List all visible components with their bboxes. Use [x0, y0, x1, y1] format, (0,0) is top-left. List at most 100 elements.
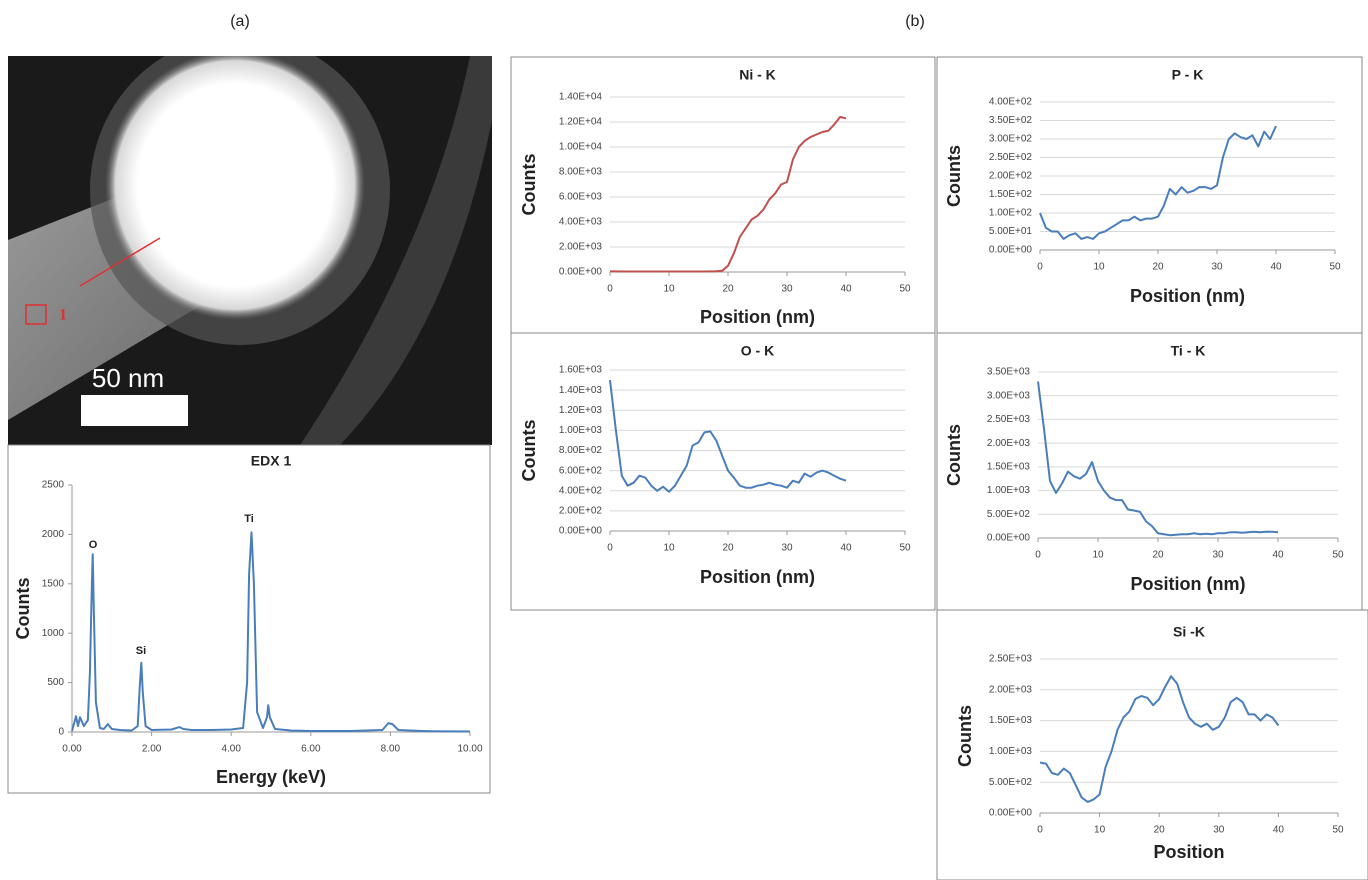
panel-label: (b)	[905, 13, 925, 30]
data-line	[609, 379, 847, 493]
y-tick-label: 2.00E+02	[559, 506, 603, 517]
x-tick-label: 0	[607, 543, 613, 554]
x-tick-label: 40	[840, 284, 852, 295]
y-tick-label: 2500	[42, 480, 65, 491]
y-tick-label: 1.40E+03	[559, 385, 603, 396]
edx-region	[25, 304, 47, 325]
x-tick-label: 30	[781, 543, 793, 554]
y-tick-label: 2.00E+03	[987, 438, 1031, 449]
x-tick-label: 10	[663, 284, 675, 295]
x-tick-label: 50	[1332, 550, 1344, 561]
y-axis-label: Counts	[955, 705, 975, 767]
y-tick-label: 1.40E+04	[559, 92, 603, 103]
x-tick-label: 30	[1213, 825, 1225, 836]
micrograph: 1 50 nm	[8, 56, 492, 445]
x-tick-label: 0	[607, 284, 613, 295]
x-tick-label: 50	[1332, 825, 1344, 836]
x-tick-label: 50	[899, 543, 911, 554]
data-line	[1039, 125, 1277, 240]
x-tick-label: 30	[1212, 550, 1224, 561]
y-tick-label: 1.00E+03	[989, 746, 1033, 757]
x-tick-label: 30	[1211, 262, 1223, 273]
y-tick-label: 2.00E+02	[989, 171, 1033, 182]
x-tick-label: 10	[663, 543, 675, 554]
y-tick-label: 3.00E+03	[987, 390, 1031, 401]
x-tick-label: 50	[899, 284, 911, 295]
scale-bar	[81, 395, 188, 426]
y-tick-label: 8.00E+03	[559, 167, 603, 178]
peak-label: O	[89, 539, 98, 551]
y-tick-label: 1.60E+03	[559, 365, 603, 376]
y-tick-label: 1.50E+02	[989, 189, 1033, 200]
x-axis-label: Energy (keV)	[216, 767, 326, 787]
y-tick-label: 0.00E+00	[559, 267, 603, 278]
x-axis-label: Position (nm)	[700, 307, 815, 327]
data-line	[1037, 381, 1279, 537]
chart-title: O - K	[741, 343, 774, 359]
x-tick-label: 20	[722, 284, 734, 295]
y-tick-label: 3.50E+02	[989, 115, 1033, 126]
x-tick-label: 10	[1093, 262, 1105, 273]
y-tick-label: 1.50E+03	[987, 461, 1031, 472]
y-tick-label: 1.50E+03	[989, 715, 1033, 726]
x-tick-label: 20	[1152, 550, 1164, 561]
y-axis-label: Counts	[13, 578, 33, 640]
chart-frame	[510, 332, 936, 611]
y-tick-label: 0.00E+00	[989, 245, 1033, 256]
y-tick-label: 1000	[42, 628, 65, 639]
y-tick-label: 0	[58, 727, 64, 738]
y-tick-label: 5.00E+02	[987, 509, 1031, 520]
x-axis-label: Position	[1154, 842, 1225, 862]
x-tick-label: 40	[840, 543, 852, 554]
x-tick-label: 40	[1270, 262, 1282, 273]
chart-title: P - K	[1172, 67, 1204, 83]
y-tick-label: 2000	[42, 529, 65, 540]
y-axis-label: Counts	[944, 424, 964, 486]
x-tick-label: 0	[1037, 262, 1043, 273]
x-axis-label: Position (nm)	[1131, 574, 1246, 594]
y-tick-label: 4.00E+02	[559, 485, 603, 496]
y-tick-label: 500	[47, 677, 64, 688]
x-tick-label: 50	[1329, 262, 1341, 273]
x-tick-label: 10	[1094, 825, 1106, 836]
y-axis-label: Counts	[519, 420, 539, 482]
chart-title: Ni - K	[739, 67, 776, 83]
data-line	[610, 116, 847, 273]
y-tick-label: 2.50E+02	[989, 152, 1033, 163]
y-tick-label: 2.50E+03	[989, 654, 1033, 665]
x-axis-label: Position (nm)	[1130, 286, 1245, 306]
y-tick-label: 3.00E+02	[989, 134, 1033, 145]
chart-title: Si -K	[1173, 624, 1205, 640]
peak-label: Si	[136, 645, 146, 657]
data-line	[71, 531, 471, 733]
y-tick-label: 4.00E+02	[989, 97, 1033, 108]
scale-bar-label: 50 nm	[92, 363, 164, 393]
x-tick-label: 2.00	[142, 744, 162, 755]
x-tick-label: 4.00	[221, 744, 241, 755]
y-tick-label: 2.00E+03	[559, 242, 603, 253]
x-tick-label: 10	[1092, 550, 1104, 561]
y-tick-label: 0.00E+00	[987, 533, 1031, 544]
y-axis-label: Counts	[944, 145, 964, 207]
y-tick-label: 8.00E+02	[559, 445, 603, 456]
panel-label: (a)	[230, 13, 250, 30]
y-tick-label: 3.50E+03	[987, 367, 1031, 378]
y-tick-label: 1.20E+04	[559, 117, 603, 128]
particle-core	[105, 56, 365, 320]
x-tick-label: 30	[781, 284, 793, 295]
y-tick-label: 2.50E+03	[987, 414, 1031, 425]
y-tick-label: 1.20E+03	[559, 405, 603, 416]
y-tick-label: 0.00E+00	[989, 808, 1033, 819]
y-tick-label: 1.00E+03	[559, 425, 603, 436]
x-tick-label: 20	[1152, 262, 1164, 273]
y-axis-label: Counts	[519, 154, 539, 216]
line-scan	[79, 237, 161, 287]
chart-frame	[936, 609, 1368, 880]
chart-title: EDX 1	[251, 453, 292, 469]
y-tick-label: 5.00E+01	[989, 226, 1033, 237]
y-tick-label: 5.00E+02	[989, 777, 1033, 788]
y-tick-label: 2.00E+03	[989, 684, 1033, 695]
region-label: 1	[59, 307, 67, 324]
x-axis-label: Position (nm)	[700, 567, 815, 587]
peak-label: Ti	[244, 513, 254, 525]
